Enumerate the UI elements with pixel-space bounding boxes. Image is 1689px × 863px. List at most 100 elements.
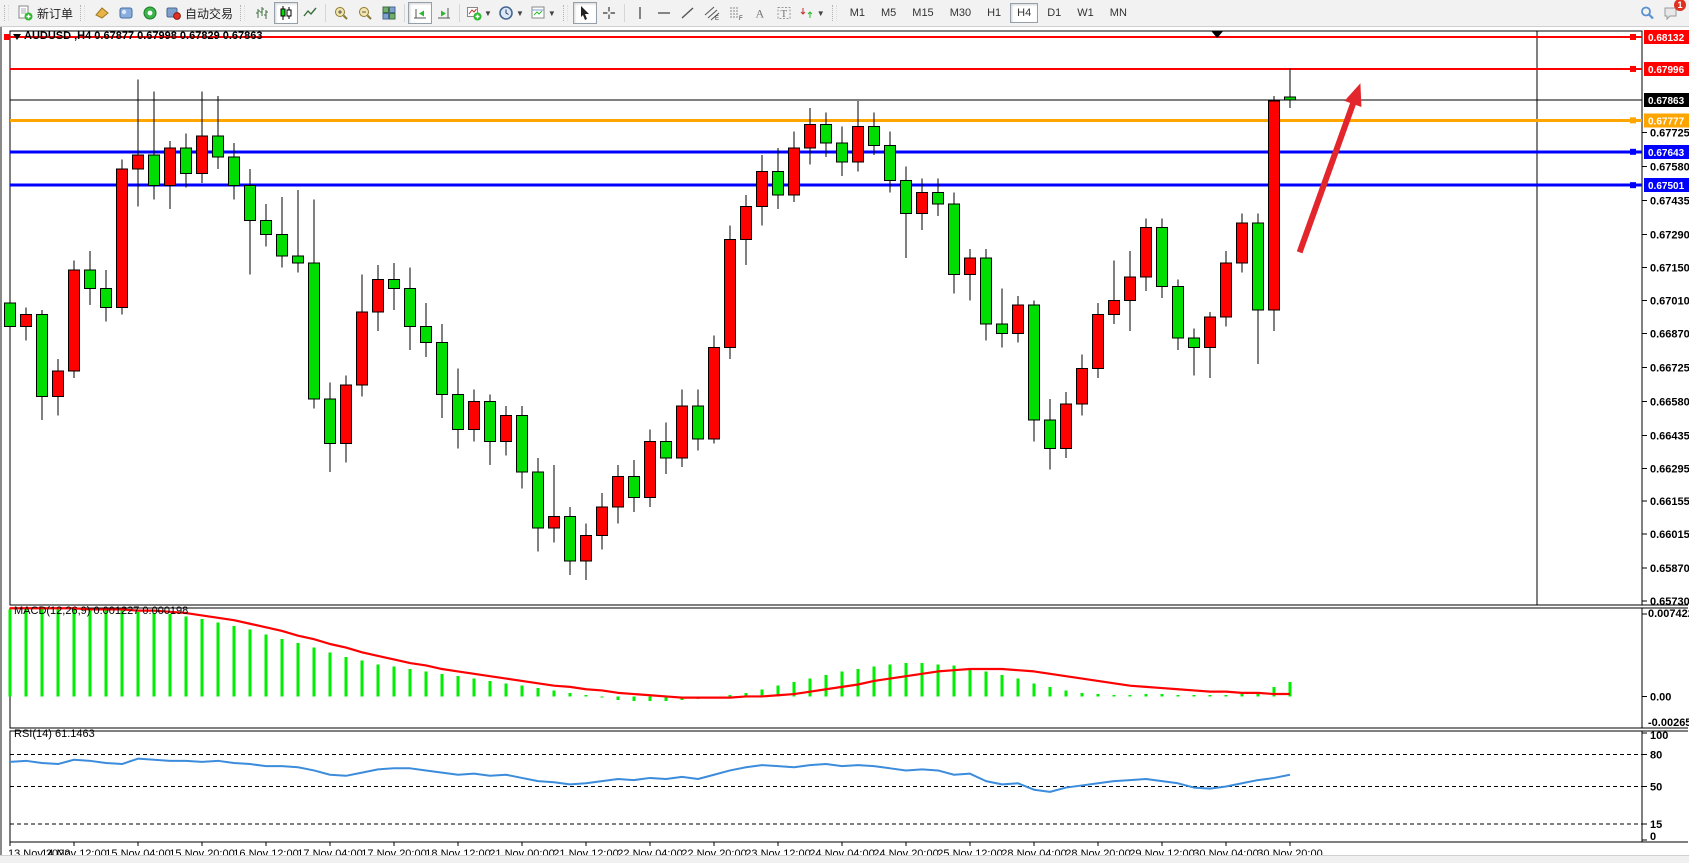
svg-text:15: 15 — [1650, 819, 1662, 831]
arrows-icon — [799, 5, 815, 21]
macd-bar — [152, 613, 156, 697]
candle — [1076, 368, 1088, 405]
fibonacci-button[interactable]: F — [724, 2, 748, 24]
tile-windows-button[interactable] — [377, 2, 401, 24]
auto-scroll-icon — [412, 5, 428, 21]
new-order-button[interactable]: 新订单 — [14, 2, 76, 24]
autotrading-icon — [165, 5, 181, 21]
auto-scroll-button[interactable] — [408, 2, 433, 24]
terminal-button[interactable] — [90, 2, 114, 24]
cursor-button[interactable] — [572, 2, 597, 24]
candle — [388, 278, 400, 290]
macd-bar — [536, 688, 540, 697]
candle — [612, 476, 624, 508]
candlestick-chart-button[interactable] — [274, 2, 299, 24]
toolbar-grip[interactable] — [831, 5, 837, 21]
timeframe-M5[interactable]: M5 — [874, 3, 903, 23]
toolbar-grip[interactable] — [4, 5, 9, 21]
candle — [468, 400, 480, 431]
candle — [1204, 316, 1216, 348]
chart-area[interactable]: 0.67725 0.67580 0.67435 0.67290 0.67150 0.670… — [0, 27, 1689, 856]
trend-arrow-object[interactable] — [1296, 97, 1358, 254]
candle — [148, 154, 160, 186]
svg-text:24 Nov 20:00: 24 Nov 20:00 — [873, 848, 938, 856]
signals-button[interactable] — [138, 2, 162, 24]
dropdown-caret: ▼ — [547, 8, 556, 18]
autotrading-button[interactable]: 自动交易 — [162, 2, 236, 24]
line-chart-button[interactable] — [298, 2, 322, 24]
macd-bar — [1000, 674, 1004, 697]
notifications-button[interactable]: 1 — [1659, 0, 1686, 24]
svg-text:28 Nov 20:00: 28 Nov 20:00 — [1065, 848, 1130, 856]
candle — [820, 123, 832, 144]
toolbar-grip[interactable] — [240, 5, 246, 21]
vertical-line-button[interactable] — [628, 2, 652, 24]
text-label-button[interactable]: T — [772, 2, 796, 24]
macd-bar — [56, 608, 60, 697]
candle — [196, 135, 208, 175]
trendline-button[interactable] — [676, 2, 700, 24]
candle — [804, 123, 816, 149]
timeframe-M15[interactable]: M15 — [905, 3, 940, 23]
toolbar-grip[interactable] — [562, 5, 568, 21]
svg-text:0.67643: 0.67643 — [1648, 148, 1685, 159]
macd-bar — [424, 671, 428, 697]
candle — [1252, 222, 1264, 311]
timeframe-W1[interactable]: W1 — [1070, 3, 1101, 23]
svg-text:100: 100 — [1650, 730, 1668, 742]
macd-bar — [584, 695, 588, 697]
crosshair-button[interactable] — [597, 2, 621, 24]
text-button[interactable]: A — [748, 2, 772, 24]
candle — [740, 206, 752, 240]
candle — [1044, 419, 1056, 449]
bar-chart-button[interactable] — [250, 2, 274, 24]
candle — [228, 156, 240, 186]
timeframe-MN[interactable]: MN — [1103, 3, 1134, 23]
svg-text:0.67725: 0.67725 — [1650, 128, 1689, 140]
svg-text:0.66295: 0.66295 — [1650, 463, 1689, 475]
candle — [52, 370, 64, 398]
macd-bar — [408, 669, 412, 697]
timeframe-H1[interactable]: H1 — [980, 3, 1008, 23]
timeframe-H4[interactable]: H4 — [1010, 3, 1039, 23]
horizontal-line-button[interactable] — [652, 2, 676, 24]
indicators-button[interactable]: ▼ — [463, 2, 495, 24]
svg-text:0.66725: 0.66725 — [1650, 362, 1689, 374]
candle — [132, 154, 144, 170]
timeframe-D1[interactable]: D1 — [1040, 3, 1068, 23]
svg-text:17 Nov 20:00: 17 Nov 20:00 — [361, 848, 426, 856]
candle — [356, 311, 368, 386]
metaeditor-button[interactable] — [114, 2, 138, 24]
macd-bar — [200, 618, 204, 697]
candle — [212, 135, 224, 158]
macd-bar — [760, 689, 764, 697]
chart-shift-button[interactable] — [432, 2, 456, 24]
indicators-icon — [466, 5, 482, 21]
candle — [420, 325, 432, 344]
zoom-in-button[interactable] — [329, 2, 353, 24]
chart-shift-marker[interactable] — [1211, 31, 1224, 38]
candle — [20, 314, 32, 327]
macd-bar — [568, 692, 572, 697]
title-dropdown-marker — [13, 34, 21, 40]
toolbar-grip[interactable] — [80, 5, 86, 21]
chart-canvas[interactable]: 0.67725 0.67580 0.67435 0.67290 0.67150 0.670… — [2, 27, 1689, 856]
periods-button[interactable]: ▼ — [495, 2, 527, 24]
channel-button[interactable]: E — [700, 2, 724, 24]
macd-bar — [952, 665, 956, 697]
macd-bar — [1032, 683, 1036, 697]
zoom-out-button[interactable] — [353, 2, 377, 24]
macd-bar — [1144, 694, 1148, 697]
macd-bar — [1160, 694, 1164, 697]
autotrading-label: 自动交易 — [185, 6, 234, 21]
templates-button[interactable]: ▼ — [527, 2, 559, 24]
macd-bar — [1224, 695, 1228, 697]
arrows-button[interactable]: ▼ — [796, 2, 828, 24]
candle — [1124, 276, 1136, 301]
svg-text:0.67435: 0.67435 — [1650, 196, 1689, 208]
macd-bar — [136, 611, 140, 697]
timeframe-M1[interactable]: M1 — [843, 3, 872, 23]
search-button[interactable] — [1635, 2, 1659, 24]
macd-bar — [936, 664, 940, 697]
timeframe-M30[interactable]: M30 — [943, 3, 978, 23]
